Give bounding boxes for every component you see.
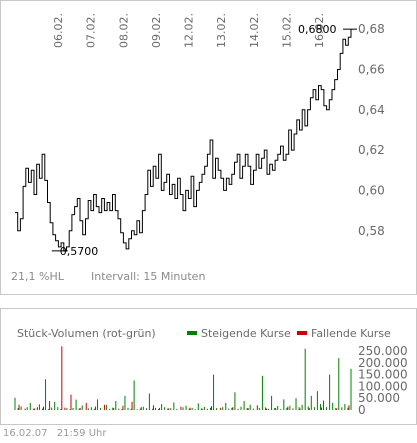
price-chart-panel: 06.02. 07.02. 08.02. 09.02. 12.02. 13.02. 14.0… [0,0,417,295]
high-low-markers: 0,6800 0,5700 [51,23,357,258]
range-label: 21,1 %HL [11,270,65,283]
date-label: 12.02. [183,13,196,48]
date-label: 13.02. [215,13,228,48]
price-tick-label: 0,68 [358,22,385,36]
volume-tick-label: 100.000 [358,379,408,393]
volume-tick-label: 150.000 [358,368,408,382]
volume-tick-label: 250.000 [358,344,408,358]
high-label: 0,6800 [298,23,337,36]
date-label: 14.02. [248,13,261,48]
date-label: 07.02. [85,13,98,48]
price-tick-label: 0,66 [358,62,385,76]
price-tick-label: 0,58 [358,224,385,238]
date-label: 06.02. [52,13,65,48]
price-tick-label: 0,62 [358,143,385,157]
footer-time: 21:59 Uhr [56,428,107,439]
date-label: 08.02. [117,13,130,48]
date-label: 16.02. [313,13,326,48]
price-tick-label: 0,64 [358,103,385,117]
interval-label: Intervall: 15 Minuten [91,270,205,283]
volume-chart-panel: Stück-Volumen (rot-grün) Steigende Kurse… [0,308,417,425]
date-label: 15.02. [280,13,293,48]
volume-chart: Stück-Volumen (rot-grün) Steigende Kurse… [14,327,408,417]
legend-down-swatch [297,331,307,335]
volume-tick-label: 0 [358,403,366,417]
legend-up-swatch [187,331,197,335]
price-axis: 0,68 0,66 0,64 0,62 0,60 0,58 [358,22,385,238]
legend-up-label: Steigende Kurse [201,327,291,340]
price-line [15,29,352,252]
legend-down-label: Fallende Kurse [311,327,391,340]
footer-date: 16.02.07 [3,428,48,439]
volume-title: Stück-Volumen (rot-grün) [17,327,156,340]
date-label: 09.02. [150,13,163,48]
price-tick-label: 0,60 [358,183,385,197]
footer: 16.02.07 21:59 Uhr [3,428,112,439]
date-axis: 06.02. 07.02. 08.02. 09.02. 12.02. 13.02. 14.0… [52,13,326,48]
price-chart: 06.02. 07.02. 08.02. 09.02. 12.02. 13.02. 14.0… [11,13,385,283]
volume-tick-label: 200.000 [358,356,408,370]
volume-bars [14,346,352,410]
volume-tick-label: 50.000 [358,391,400,405]
low-label: 0,5700 [60,245,99,258]
